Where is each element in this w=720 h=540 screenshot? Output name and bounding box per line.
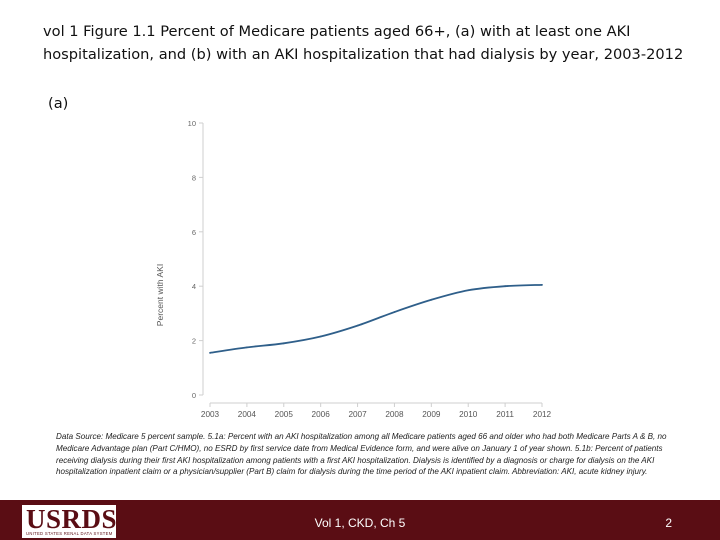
x-tick-label: 2004 xyxy=(238,410,257,419)
y-tick-label: 0 xyxy=(192,391,196,400)
x-tick-label: 2008 xyxy=(385,410,404,419)
x-tick-label: 2003 xyxy=(201,410,220,419)
y-tick-label: 8 xyxy=(192,173,196,182)
x-tick-label: 2009 xyxy=(422,410,441,419)
data-point xyxy=(541,283,543,286)
data-point xyxy=(245,346,248,349)
y-tick-label: 4 xyxy=(192,282,196,291)
logo-text: USRDS xyxy=(26,504,118,534)
page-number: 2 xyxy=(665,516,672,530)
data-point xyxy=(430,298,433,301)
data-point xyxy=(319,335,322,338)
y-tick-label: 2 xyxy=(192,337,196,346)
x-tick-label: 2010 xyxy=(459,410,478,419)
data-source-note: Data Source: Medicare 5 percent sample. … xyxy=(56,432,667,477)
series-line-0 xyxy=(209,283,543,354)
footer-chapter-label: Vol 1, CKD, Ch 5 xyxy=(314,516,406,530)
y-tick-label: 6 xyxy=(192,228,196,237)
footer-bar: USRDS UNITED STATES RENAL DATA SYSTEM Vo… xyxy=(0,500,720,540)
slide-title: vol 1 Figure 1.1 Percent of Medicare pat… xyxy=(43,23,684,63)
data-point xyxy=(467,289,470,292)
logo-subtext: UNITED STATES RENAL DATA SYSTEM xyxy=(26,531,113,536)
usrds-logo: USRDS UNITED STATES RENAL DATA SYSTEM xyxy=(22,504,118,538)
data-point xyxy=(282,342,285,345)
x-tick-label: 2007 xyxy=(348,410,367,419)
y-tick-label: 10 xyxy=(188,119,196,128)
data-point xyxy=(209,351,211,354)
panel-label: (a) xyxy=(48,95,69,112)
data-point xyxy=(356,324,359,327)
line-chart: 0 2 4 6 8 10 2003 2004 2005 2006 2007 2008 2009 2010 2… xyxy=(188,119,552,419)
x-tick-label: 2011 xyxy=(496,410,514,419)
x-tick-label: 2006 xyxy=(312,410,331,419)
data-point xyxy=(504,285,507,288)
x-tick-label: 2005 xyxy=(275,410,294,419)
x-tick-label: 2012 xyxy=(533,410,552,419)
data-point xyxy=(393,311,396,313)
